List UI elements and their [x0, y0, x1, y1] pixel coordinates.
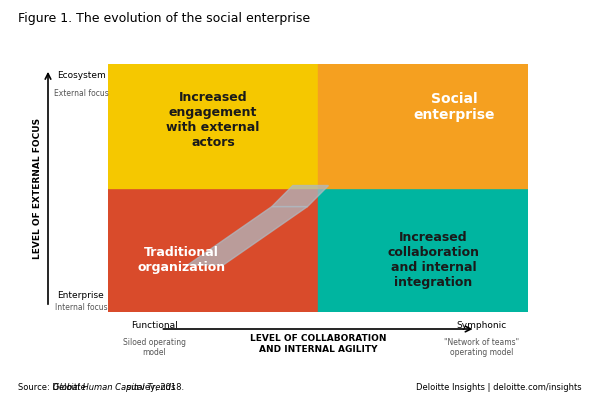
Text: Increased
engagement
with external
actors: Increased engagement with external actor…	[166, 91, 260, 149]
Text: Traditional
organization: Traditional organization	[137, 246, 226, 274]
Text: Increased
collaboration
and internal
integration: Increased collaboration and internal int…	[388, 231, 479, 289]
Text: "Network of teams"
operating model: "Network of teams" operating model	[444, 338, 520, 358]
Text: Deloitte Insights | deloitte.com/insights: Deloitte Insights | deloitte.com/insight…	[416, 383, 582, 392]
Text: Internal focus: Internal focus	[55, 303, 107, 312]
Bar	[318, 64, 528, 188]
Text: Social
enterprise: Social enterprise	[414, 92, 495, 122]
Text: survey, 2018.: survey, 2018.	[124, 383, 184, 392]
Text: Ecosystem: Ecosystem	[56, 72, 106, 80]
Bar	[318, 188, 528, 312]
Text: Enterprise: Enterprise	[58, 290, 104, 300]
Text: External focus: External focus	[53, 89, 109, 98]
Text: Source: Deloitte: Source: Deloitte	[18, 383, 88, 392]
Bar	[108, 188, 318, 312]
Polygon shape	[272, 186, 329, 207]
Polygon shape	[188, 207, 307, 265]
Text: LEVEL OF COLLABORATION
AND INTERNAL AGILITY: LEVEL OF COLLABORATION AND INTERNAL AGIL…	[250, 334, 386, 354]
Text: Global Human Capital Trends: Global Human Capital Trends	[53, 383, 175, 392]
Text: LEVEL OF EXTERNAL FOCUS: LEVEL OF EXTERNAL FOCUS	[32, 118, 42, 258]
Text: Siloed operating
model: Siloed operating model	[122, 338, 186, 358]
Text: Functional: Functional	[131, 321, 178, 330]
Text: Symphonic: Symphonic	[457, 321, 507, 330]
Text: Figure 1. The evolution of the social enterprise: Figure 1. The evolution of the social en…	[18, 12, 310, 25]
Bar	[108, 64, 318, 188]
